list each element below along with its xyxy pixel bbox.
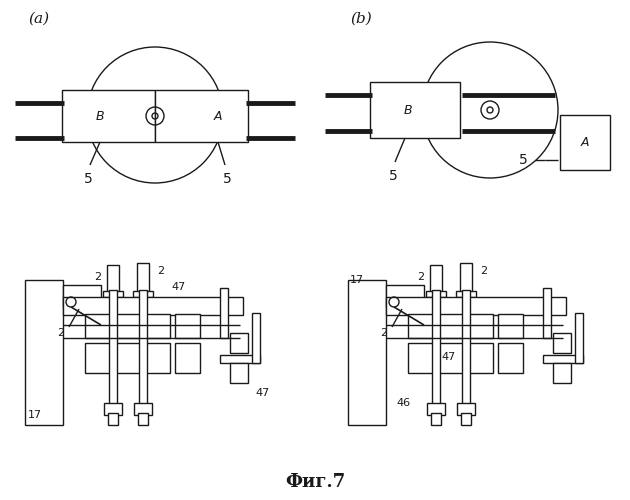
Bar (427, 403, 445, 415)
Bar (468, 314, 493, 338)
Bar (63, 285, 101, 307)
Bar (462, 290, 470, 405)
Bar (138, 413, 148, 425)
Text: 2: 2 (417, 272, 424, 282)
Bar (468, 343, 493, 373)
Bar (85, 343, 110, 373)
Bar (220, 288, 228, 338)
Bar (107, 265, 119, 293)
Bar (461, 413, 471, 425)
Text: 5: 5 (389, 169, 398, 183)
Bar (134, 403, 152, 415)
Bar (25, 280, 63, 425)
Bar (85, 314, 110, 338)
Bar (553, 363, 571, 383)
Bar (252, 313, 260, 363)
Bar (137, 263, 149, 293)
Bar (145, 343, 170, 373)
Text: 5: 5 (222, 172, 231, 186)
Bar (175, 343, 200, 373)
Bar (498, 314, 523, 338)
Bar (438, 314, 463, 338)
Bar (498, 343, 523, 373)
Bar (408, 343, 433, 373)
Bar (553, 333, 571, 353)
Text: 2: 2 (57, 328, 64, 338)
Bar (457, 403, 475, 415)
Bar (220, 355, 260, 363)
Bar (438, 343, 463, 373)
Bar (103, 291, 123, 297)
Bar (431, 413, 441, 425)
Bar (432, 290, 440, 405)
Bar (430, 265, 442, 293)
Bar (386, 285, 424, 307)
Bar (155, 90, 248, 142)
Bar (370, 82, 460, 138)
Text: Фиг.7: Фиг.7 (285, 473, 345, 491)
Text: 47: 47 (255, 388, 269, 398)
Text: 17: 17 (28, 410, 42, 420)
Bar (175, 314, 200, 338)
Bar (109, 290, 117, 405)
Bar (145, 314, 170, 338)
Text: 47: 47 (171, 282, 185, 292)
Text: (b): (b) (350, 12, 372, 26)
Bar (230, 333, 248, 353)
Text: A: A (214, 110, 222, 122)
Text: 2: 2 (480, 266, 487, 276)
Text: 5: 5 (519, 153, 528, 167)
Bar (230, 363, 248, 383)
Bar (139, 290, 147, 405)
Bar (63, 297, 243, 315)
Text: 17: 17 (350, 275, 364, 285)
Bar (348, 280, 386, 425)
Bar (115, 314, 140, 338)
Bar (386, 297, 566, 315)
Bar (133, 291, 153, 297)
Bar (108, 413, 118, 425)
Bar (543, 288, 551, 338)
Text: (a): (a) (28, 12, 49, 26)
Bar (575, 313, 583, 363)
Bar (408, 314, 433, 338)
Text: 46: 46 (396, 398, 410, 408)
Bar (115, 343, 140, 373)
Text: B: B (404, 104, 412, 117)
Text: 5: 5 (84, 172, 93, 186)
Bar (560, 115, 610, 170)
Text: 2: 2 (94, 272, 101, 282)
Text: 2: 2 (157, 266, 164, 276)
Bar (543, 355, 583, 363)
Text: 2: 2 (381, 328, 387, 338)
Text: B: B (96, 110, 105, 122)
Bar (460, 263, 472, 293)
Bar (62, 90, 155, 142)
Bar (426, 291, 446, 297)
Bar (104, 403, 122, 415)
Text: A: A (581, 136, 589, 149)
Bar (456, 291, 476, 297)
Text: 47: 47 (441, 352, 455, 362)
